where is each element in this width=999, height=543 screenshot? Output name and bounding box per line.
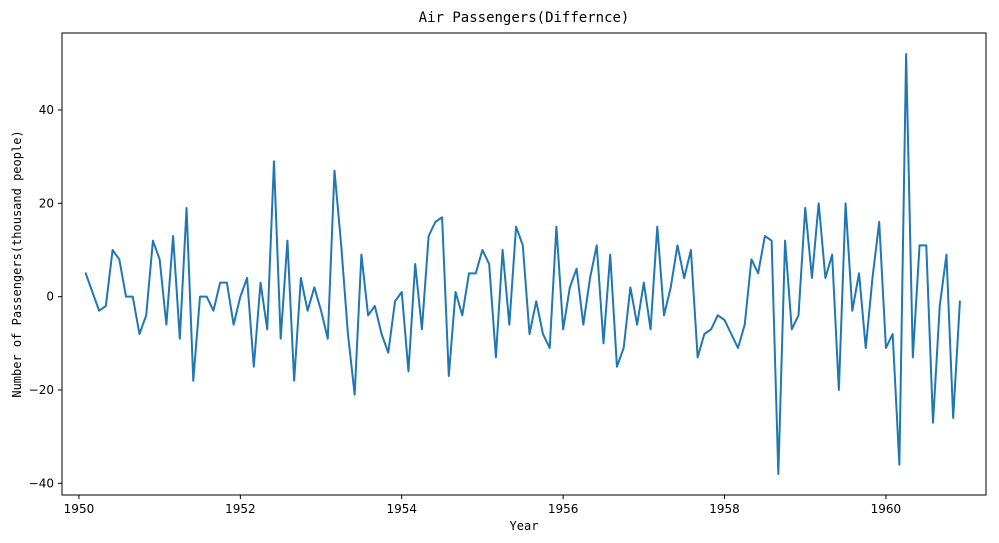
x-axis-label: Year <box>510 519 539 533</box>
chart-title: Air Passengers(Differnce) <box>419 10 630 26</box>
x-tick-label: 1956 <box>548 502 579 516</box>
y-tick-label: 0 <box>46 290 54 304</box>
x-tick-label: 1954 <box>386 502 417 516</box>
series-line <box>84 53 961 475</box>
y-tick-label: −40 <box>29 476 54 490</box>
x-tick-label: 1958 <box>709 502 740 516</box>
x-tick-label: 1952 <box>225 502 256 516</box>
x-tick-label: 1950 <box>64 502 95 516</box>
y-tick-label: 40 <box>39 103 54 117</box>
plot-area <box>61 32 987 496</box>
y-tick-label: −20 <box>29 383 54 397</box>
y-axis: −40 −20 0 20 40 <box>29 103 62 490</box>
y-axis-label: Number of Passengers(thousand people) <box>10 130 24 397</box>
plot-frame <box>61 32 987 496</box>
y-tick-label: 20 <box>39 196 54 210</box>
x-tick-label: 1960 <box>871 502 902 516</box>
x-axis: 1950 1952 1954 1956 1958 1960 <box>64 495 902 516</box>
